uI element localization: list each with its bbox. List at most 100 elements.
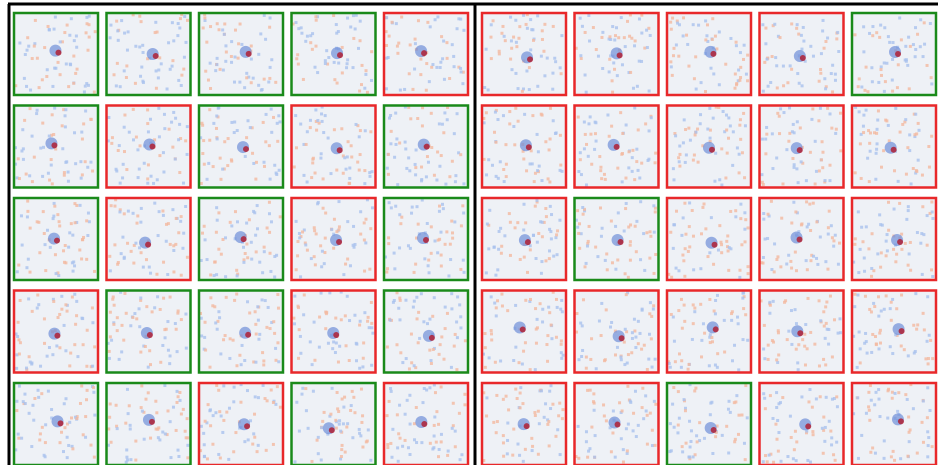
tile-noise <box>108 254 112 258</box>
tile-noise <box>158 438 162 442</box>
tile-noise <box>483 346 487 350</box>
tile-noise <box>305 248 309 252</box>
tile-noise <box>184 139 188 143</box>
tile-noise <box>202 139 206 143</box>
tile-noise <box>364 217 368 221</box>
tile-noise <box>739 137 743 141</box>
tile-noise <box>540 260 544 264</box>
tile-noise <box>725 239 729 243</box>
tile-noise <box>335 168 339 172</box>
tile-noise <box>610 124 614 128</box>
tile-noise <box>898 130 902 134</box>
tile-noise <box>61 147 65 151</box>
tile-noise <box>597 319 601 323</box>
tile-noise <box>788 414 792 418</box>
tile-noise <box>142 410 146 414</box>
tile-noise <box>267 212 271 216</box>
tile-noise <box>871 446 875 450</box>
tile-noise <box>883 26 887 30</box>
tile-noise <box>823 425 827 429</box>
tile-noise <box>614 26 618 30</box>
tile-noise <box>53 106 57 110</box>
tile-noise <box>184 312 188 316</box>
tile-noise <box>830 126 834 130</box>
tile-noise <box>202 224 206 228</box>
tile-noise <box>788 106 792 110</box>
tile-noise <box>691 158 695 162</box>
tile-noise <box>907 430 911 434</box>
tile-noise <box>232 385 236 389</box>
tile-noise <box>628 240 632 244</box>
tile-noise <box>681 450 685 454</box>
tile-noise <box>536 14 540 18</box>
tile-noise <box>776 418 780 422</box>
tile-noise <box>277 360 281 364</box>
tile-noise <box>734 40 738 44</box>
tile-noise <box>54 147 58 151</box>
tile-border <box>105 196 192 282</box>
tile-noise <box>163 328 167 332</box>
tile-noise <box>45 354 49 358</box>
tile-noise <box>261 271 265 275</box>
tile-noise <box>619 111 623 115</box>
tile-noise <box>559 339 563 343</box>
tile-noise <box>109 440 113 444</box>
tile-noise <box>432 296 436 300</box>
tile-noise <box>416 117 420 121</box>
tile-noise <box>221 167 225 171</box>
tile-noise <box>548 389 552 393</box>
tile-noise <box>323 59 327 63</box>
tile-noise <box>124 311 128 315</box>
tile-noise <box>771 416 775 420</box>
tile-noise <box>162 170 166 174</box>
tile-noise <box>683 160 687 164</box>
tile-noise <box>635 147 639 151</box>
tile-noise <box>826 36 830 40</box>
tile-noise <box>349 404 353 408</box>
tile-noise <box>924 357 928 361</box>
tile-noise <box>587 122 591 126</box>
tile-noise <box>112 303 116 307</box>
tile-noise <box>170 64 174 68</box>
tile <box>12 11 100 97</box>
tile-noise <box>233 298 237 302</box>
tile-noise <box>139 74 143 78</box>
tile-noise <box>738 275 742 279</box>
tile-noise <box>202 455 206 459</box>
tile-noise <box>641 386 645 390</box>
tile-noise <box>450 219 454 223</box>
tile-noise <box>680 326 684 330</box>
tile-noise <box>118 85 122 89</box>
tile-noise <box>385 345 389 349</box>
tile-noise <box>126 458 130 462</box>
tile-noise <box>461 204 465 208</box>
tile-noise <box>888 345 892 349</box>
tile-noise <box>112 321 116 325</box>
tile-noise <box>159 62 163 66</box>
tile-noise <box>550 337 554 341</box>
tile-blob <box>616 52 623 59</box>
tile-noise <box>684 232 688 236</box>
tile-noise <box>357 46 361 50</box>
tile-noise <box>186 436 190 440</box>
tile-noise <box>132 243 136 247</box>
tile-noise <box>584 183 588 187</box>
tile-noise <box>416 341 420 345</box>
tile-noise <box>609 450 613 454</box>
tile-noise <box>813 182 817 186</box>
tile-noise <box>701 144 705 148</box>
tile-noise <box>867 390 871 394</box>
tile-noise <box>863 269 867 273</box>
tile-noise <box>671 246 675 250</box>
tile-noise <box>484 47 488 51</box>
tile-noise <box>558 133 562 137</box>
tile-noise <box>839 149 843 153</box>
tile-noise <box>586 239 590 243</box>
tile-noise <box>674 43 678 47</box>
tile-noise <box>579 321 583 325</box>
tile-noise <box>700 232 704 236</box>
tile-noise <box>617 36 621 40</box>
tile-noise <box>490 338 494 342</box>
tile-noise <box>599 234 603 238</box>
tile-noise <box>398 88 402 92</box>
